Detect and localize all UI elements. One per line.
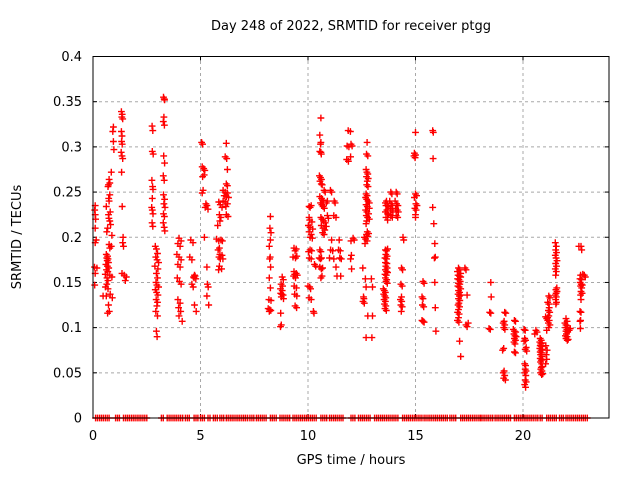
y-tick-label: 0.4: [61, 50, 82, 65]
y-tick-label: 0.2: [61, 231, 82, 246]
x-tick-label: 0: [89, 429, 97, 444]
y-tick-label: 0.35: [53, 95, 82, 110]
y-tick-label: 0.3: [61, 140, 82, 155]
x-tick-labels: 0 5 10 15 20: [89, 429, 531, 444]
x-axis-label: GPS time / hours: [297, 453, 406, 468]
x-tick-label: 5: [196, 429, 204, 444]
y-tick-label: 0.25: [53, 186, 82, 201]
x-tick-label: 10: [300, 429, 317, 444]
plot-border: [92, 56, 610, 419]
x-tick-label: 15: [407, 429, 424, 444]
y-tick-label: 0.1: [61, 321, 82, 336]
y-tick-label: 0: [74, 412, 82, 427]
y-tick-labels: 0 0.05 0.1 0.15 0.2 0.25 0.3 0.35 0.4: [53, 50, 82, 427]
y-tick-label: 0.15: [53, 276, 82, 291]
y-tick-label: 0.05: [53, 366, 82, 381]
chart-title: Day 248 of 2022, SRMTID for receiver ptg…: [211, 19, 491, 34]
x-tick-label: 20: [515, 429, 532, 444]
y-axis-label: SRMTID / TECUs: [10, 185, 25, 290]
